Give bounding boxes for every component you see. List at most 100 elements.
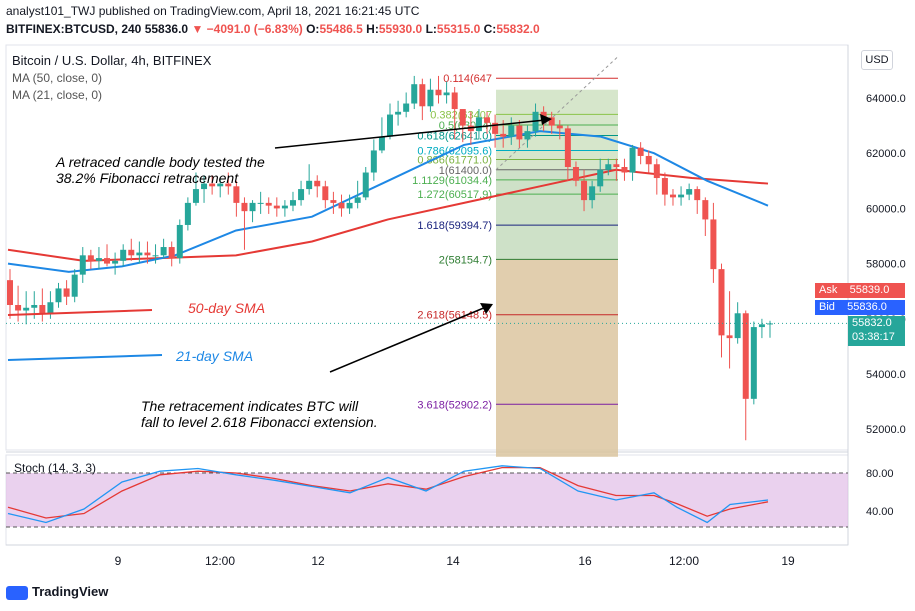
candle-body [273, 205, 280, 209]
candle-body [257, 202, 264, 204]
candle-body [427, 89, 434, 107]
candle-body [581, 180, 588, 201]
y-tick-label: 54000.0 [866, 369, 906, 381]
annotation-retrace: A retraced candle body tested the 38.2% … [56, 154, 265, 186]
last-price-box: 55832.0 03:38:17 [848, 316, 905, 346]
x-tick-label: 12 [311, 554, 325, 568]
candle-body [104, 258, 111, 264]
candle-body [589, 186, 596, 201]
candle-body [338, 202, 345, 209]
x-tick-label: 19 [781, 554, 795, 568]
candle-body [613, 164, 620, 167]
candle-body [742, 313, 749, 399]
candle-body [451, 92, 458, 110]
x-tick-label: 14 [446, 554, 460, 568]
candle-body [160, 247, 167, 256]
candle-body [354, 197, 361, 203]
fib-zone-upper [496, 89, 618, 170]
y-tick-label: 64000.0 [866, 93, 906, 105]
ask-value: 55839.0 [849, 284, 890, 296]
candle-body [524, 131, 531, 140]
candle-body [435, 89, 442, 96]
candle-body [475, 117, 482, 132]
candle-body [540, 111, 547, 118]
candle-body [225, 183, 232, 187]
candle-body [95, 258, 102, 261]
candle-body [484, 117, 491, 123]
candle-body [217, 183, 224, 187]
candle-body [556, 125, 563, 129]
main-pane-frame [5, 44, 849, 451]
fib-level-label: 0.114(647 [443, 73, 492, 85]
candle-body [192, 189, 199, 203]
candle-body [128, 249, 135, 256]
fib-level-label: 3.618(52902.2) [417, 399, 492, 411]
sma21-marker-line [7, 354, 163, 361]
candle-body [314, 180, 321, 187]
annotation-retrace-line1: A retraced candle body tested the [56, 154, 265, 170]
candle-body [686, 189, 693, 195]
candle-body [678, 194, 685, 198]
chart-title: Bitcoin / U.S. Dollar, 4h, BITFINEX [12, 53, 212, 68]
arrow-retrace-shaft [274, 119, 546, 149]
candle-body [492, 122, 499, 134]
candle-body [564, 128, 571, 167]
candle-body [702, 200, 709, 220]
candle-body [15, 305, 22, 311]
bid-label: Bid [819, 301, 835, 313]
annotation-sma50: 50-day SMA [188, 300, 266, 316]
high-label: H: [366, 22, 379, 36]
candle-body [144, 252, 151, 256]
stoch-band [6, 473, 848, 527]
candle-body [734, 313, 741, 339]
tradingview-logo: TradingView [6, 584, 108, 600]
candle-body [39, 305, 46, 314]
fib-level-label: 0.786(62095.6) [417, 146, 492, 158]
candle-body [330, 200, 337, 203]
last-price-value: 55832.0 [852, 317, 892, 329]
candle-body [645, 155, 652, 165]
candle-body [184, 202, 191, 225]
ma50-line [7, 168, 769, 262]
currency-button[interactable]: USD [861, 50, 893, 70]
candle-body [661, 178, 668, 195]
ma21-line [7, 130, 769, 273]
candle-body [597, 169, 604, 187]
candle-body [637, 147, 644, 156]
candle-body [23, 307, 30, 311]
candle-body [669, 194, 676, 198]
candle-body [281, 205, 288, 209]
candle-body [298, 189, 305, 201]
low-label: L: [425, 22, 437, 36]
candle-body [322, 186, 329, 201]
close-value: 55832.0 [496, 22, 540, 36]
candle-body [694, 189, 701, 201]
candle-body [120, 249, 127, 261]
bar-countdown: 03:38:17 [852, 331, 895, 343]
publisher-line: analyst101_TWJ published on TradingView.… [6, 4, 420, 18]
candle-body [605, 164, 612, 170]
ask-price-box: Ask 55839.0 [815, 283, 905, 298]
annotation-extension-line2: fall to level 2.618 Fibonacci extension. [141, 414, 378, 430]
ma50-legend: MA (50, close, 0) [12, 71, 103, 85]
candle-body [758, 324, 765, 328]
candle-body [572, 167, 579, 181]
candle-body [55, 288, 62, 303]
candle-body [459, 109, 466, 126]
candle-body [289, 200, 296, 206]
y-tick-label: 60000.0 [866, 203, 906, 215]
candle-body [718, 269, 725, 336]
fib-trend-line [495, 56, 619, 171]
candle-body [176, 224, 183, 259]
x-tick-label: 16 [578, 554, 592, 568]
arrow-extension-head [480, 303, 493, 314]
tradingview-brand: TradingView [32, 584, 109, 599]
candle-body [168, 247, 175, 259]
candle-body [47, 302, 54, 314]
quote-line: BITFINEX:BTCUSD, 240 55836.0 ▼ −4091.0 (… [6, 22, 540, 36]
fib-level-label: 1.272(60517.9) [417, 189, 492, 201]
candle-body [516, 125, 523, 140]
stoch-tick-label: 80.00 [866, 468, 894, 480]
candle-body [362, 172, 369, 198]
